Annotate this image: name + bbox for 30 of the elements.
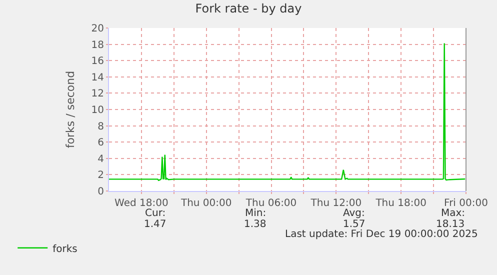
text: 18.13 [436,219,465,230]
text: 1.38 [244,219,266,230]
x-tick-label: Thu 06:00 [244,198,297,209]
x-tick-label: Thu 12:00 [310,198,362,209]
text: Avg: [343,208,365,219]
y-tick-label: 0 [98,186,104,198]
text: Cur: [145,208,166,219]
y-tick-label: 16 [91,56,104,68]
y-tick-label: 20 [91,24,104,34]
text: Max: [441,208,466,219]
y-tick-label: 14 [91,72,104,84]
line-series [109,42,466,182]
x-tick-label: Wed 18:00 [114,198,168,209]
text: 1.47 [144,219,166,230]
y-tick-label: 12 [91,88,104,100]
text: 1.57 [343,219,366,230]
y-tick-label: 4 [98,154,104,165]
legend-label: forks [52,244,78,255]
x-tick-label: Fri 00:00 [444,198,488,209]
y-tick-label: 10 [91,105,104,116]
y-tick-label: 2 [98,170,104,182]
y-axis-title: forks / second [64,70,77,148]
y-tick-label: 8 [98,121,104,132]
y-tick-label: 18 [91,40,104,51]
x-tick-label: Thu 00:00 [180,198,232,209]
chart-title: Fork rate - by day [195,2,302,16]
text: Last update: Fri Dec 19 00:00:00 2025 [285,229,478,240]
x-tick-label: Thu 18:00 [374,198,426,209]
y-tick-label: 6 [98,138,104,149]
text: Min: [245,208,266,219]
